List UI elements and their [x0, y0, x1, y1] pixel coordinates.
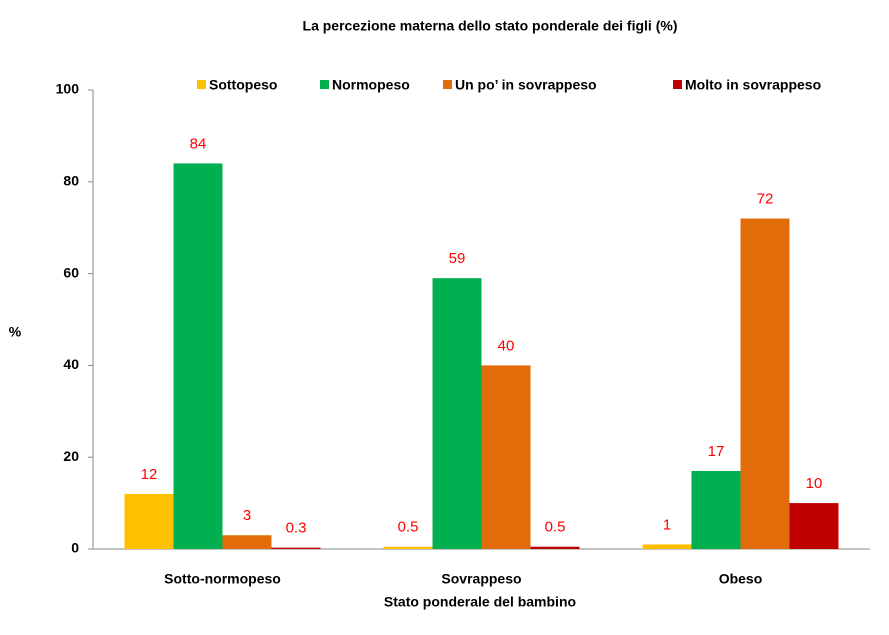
value-label: 40 — [498, 337, 515, 354]
x-tick-label: Sovrappeso — [441, 571, 521, 587]
legend-swatch — [197, 80, 206, 89]
value-label: 1 — [663, 516, 671, 533]
x-axis-label: Stato ponderale del bambino — [384, 594, 576, 610]
legend-label: Molto in sovrappeso — [685, 77, 821, 93]
bar — [271, 547, 321, 549]
value-label: 3 — [243, 507, 251, 524]
legend-swatch — [443, 80, 452, 89]
y-tick-label: 0 — [71, 540, 79, 556]
value-label: 12 — [141, 466, 158, 483]
value-label: 59 — [449, 250, 466, 267]
y-axis-label: % — [9, 324, 22, 340]
bar — [691, 470, 741, 549]
legend-label: Un po’ in sovrappeso — [455, 77, 597, 93]
bar — [124, 493, 174, 549]
y-tick-label: 100 — [56, 81, 80, 97]
y-tick-label: 20 — [63, 448, 79, 464]
chart-title: La percezione materna dello stato ponder… — [303, 18, 678, 34]
value-label: 0.5 — [398, 519, 419, 536]
value-label: 72 — [757, 190, 774, 207]
legend-label: Sottopeso — [209, 77, 277, 93]
bar — [432, 278, 482, 549]
y-tick-label: 60 — [63, 264, 79, 280]
y-tick-label: 40 — [63, 356, 79, 372]
x-tick-label: Obeso — [719, 571, 763, 587]
bar — [481, 365, 531, 549]
y-tick-label: 80 — [63, 173, 79, 189]
legend-swatch — [320, 80, 329, 89]
x-tick-label: Sotto-normopeso — [164, 571, 281, 587]
bar — [173, 163, 223, 549]
bar — [530, 546, 580, 549]
value-label: 84 — [190, 135, 207, 152]
bar — [383, 546, 433, 549]
value-label: 10 — [806, 475, 823, 492]
bar — [222, 535, 272, 549]
bar — [740, 218, 790, 549]
bar — [789, 503, 839, 549]
value-label: 0.5 — [545, 519, 566, 536]
legend-label: Normopeso — [332, 77, 410, 93]
value-label: 17 — [708, 443, 725, 460]
legend-swatch — [673, 80, 682, 89]
bar — [642, 544, 692, 549]
value-label: 0.3 — [286, 520, 307, 537]
